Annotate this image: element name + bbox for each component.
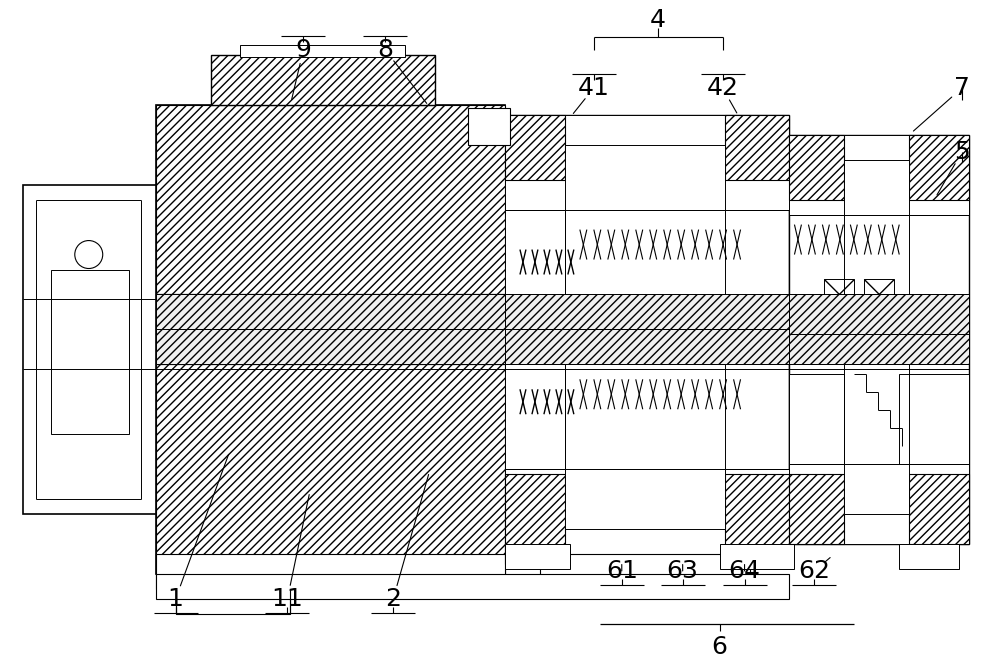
- Bar: [540, 554, 750, 584]
- Bar: [789, 474, 844, 544]
- Text: 4: 4: [650, 8, 666, 32]
- Bar: [211, 55, 435, 105]
- Circle shape: [75, 240, 103, 269]
- Bar: [720, 544, 794, 569]
- Text: 11: 11: [272, 587, 303, 611]
- Bar: [51, 269, 129, 434]
- Text: 6: 6: [712, 635, 728, 659]
- Text: 2: 2: [385, 587, 401, 611]
- Text: 62: 62: [798, 559, 830, 583]
- Bar: [899, 374, 969, 464]
- Text: 64: 64: [729, 559, 761, 583]
- Bar: [789, 135, 844, 200]
- Bar: [565, 145, 725, 210]
- Bar: [505, 115, 789, 210]
- Bar: [789, 295, 969, 364]
- Bar: [156, 105, 505, 574]
- Bar: [505, 295, 789, 334]
- Bar: [725, 115, 789, 179]
- Bar: [505, 364, 565, 469]
- Bar: [789, 374, 844, 464]
- Bar: [156, 295, 505, 364]
- Bar: [899, 544, 959, 569]
- Bar: [864, 279, 894, 309]
- Bar: [468, 108, 510, 145]
- Text: 7: 7: [954, 76, 970, 100]
- Bar: [505, 115, 565, 179]
- Bar: [844, 160, 909, 214]
- Bar: [505, 115, 789, 564]
- Bar: [23, 185, 156, 514]
- Bar: [156, 330, 505, 364]
- Bar: [505, 474, 565, 564]
- Bar: [789, 135, 969, 544]
- Bar: [505, 210, 565, 295]
- Bar: [156, 554, 505, 589]
- Text: 42: 42: [707, 76, 739, 100]
- Bar: [156, 105, 505, 299]
- Bar: [789, 334, 969, 364]
- Bar: [505, 330, 789, 364]
- Bar: [156, 295, 505, 330]
- Bar: [505, 544, 570, 569]
- Text: 8: 8: [377, 38, 393, 62]
- Bar: [505, 295, 789, 330]
- Bar: [789, 295, 969, 334]
- Text: 5: 5: [954, 140, 970, 164]
- Bar: [844, 464, 909, 514]
- Bar: [176, 589, 290, 614]
- Bar: [505, 295, 789, 364]
- Bar: [240, 45, 405, 57]
- Text: 61: 61: [606, 559, 638, 583]
- Bar: [909, 135, 969, 200]
- Text: 63: 63: [667, 559, 699, 583]
- Bar: [789, 464, 969, 544]
- Bar: [156, 359, 505, 574]
- Bar: [725, 474, 789, 564]
- Bar: [565, 469, 725, 529]
- Bar: [156, 574, 789, 599]
- Bar: [824, 279, 854, 309]
- Bar: [789, 135, 969, 214]
- Text: 1: 1: [168, 587, 184, 611]
- Bar: [505, 469, 789, 564]
- Text: 9: 9: [295, 38, 311, 62]
- Bar: [909, 474, 969, 544]
- Text: 41: 41: [578, 76, 610, 100]
